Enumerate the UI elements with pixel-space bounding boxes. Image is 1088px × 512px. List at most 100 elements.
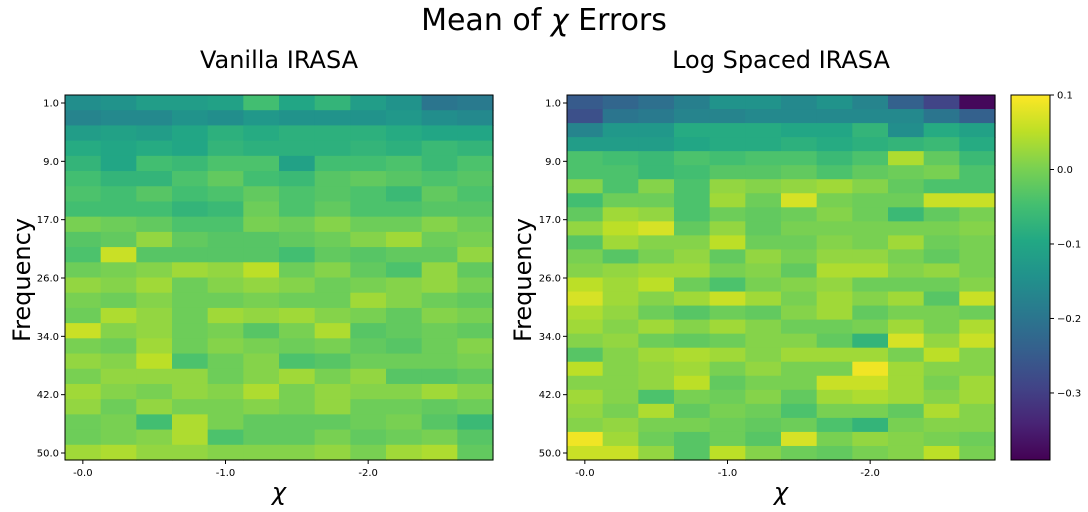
heatmap-cell-right [745,417,782,433]
heatmap-cell-right [602,151,639,166]
left-y-ticks: 1.0 9.0 17.0 26.0 34.0 42.0 50.0 [37,99,65,460]
heatmap-cell-right [638,221,675,236]
heatmap-cell-left [243,171,280,187]
heatmap-cell-left [207,247,244,263]
heatmap-cell-right [638,249,675,265]
heatmap-cell-left [100,429,137,446]
heatmap-cell-left [279,110,316,127]
heatmap-cell-right [959,375,996,391]
heatmap-cell-right [709,305,746,321]
heatmap-cell-right [781,123,818,138]
heatmap-cell-left [386,125,423,142]
heatmap-cell-right [745,249,782,265]
heatmap-cell-right [638,109,675,124]
heatmap-cell-right [709,263,746,279]
heatmap-cell-left [279,216,316,233]
heatmap-cell-left [243,414,280,431]
heatmap-cell-right [816,263,853,279]
heatmap-cell-left [243,216,280,233]
heatmap-cell-right [602,431,639,447]
heatmap-cell-left [136,110,173,127]
heatmap-cell-right [923,389,960,405]
heatmap-cell-right [709,109,746,124]
heatmap-cell-right [888,431,925,447]
heatmap-cell-right [638,137,675,152]
heatmap-cell-right [888,137,925,152]
heatmap-cell-right [602,361,639,377]
heatmap-cell-right [638,151,675,166]
heatmap-cell-left [279,444,316,461]
heatmap-cell-left [65,95,102,111]
heatmap-cell-right [638,207,675,222]
heatmap-cell-left [100,353,137,370]
heatmap-cell-right [602,305,639,321]
heatmap-cell-right [602,109,639,124]
heatmap-cell-left [136,201,173,218]
heatmap-cell-left [207,110,244,127]
heatmap-cell-left [350,231,387,248]
x-tick-label: -0.0 [73,468,93,479]
heatmap-cell-right [745,445,782,461]
heatmap-cell-right [709,417,746,433]
heatmap-cell-right [602,277,639,293]
heatmap-cell-left [314,186,351,203]
heatmap-cell-left [172,414,209,431]
heatmap-cell-left [350,201,387,218]
heatmap-cell-left [350,155,387,172]
heatmap-cell-left [136,323,173,339]
y-tick-label: 50.0 [539,449,561,460]
heatmap-cell-left [136,171,173,187]
heatmap-cell-right [959,137,996,152]
heatmap-cell-left [65,171,102,187]
heatmap-cell-left [314,262,351,279]
heatmap-cell-right [781,151,818,166]
heatmap-cell-left [457,338,494,355]
heatmap-cell-right [816,431,853,447]
heatmap-cell-right [852,165,889,180]
heatmap-cell-left [350,368,387,385]
heatmap-cell-left [421,307,458,324]
figure-title: Mean of χ Errors [0,3,1088,38]
heatmap-cell-left [350,140,387,157]
heatmap-cell-right [674,347,711,363]
x-tick-label: -2.0 [860,468,880,479]
heatmap-cell-left [279,155,316,172]
left-x-ticks: -0.0 -1.0 -2.0 [73,460,378,479]
heatmap-cell-right [781,277,818,293]
heatmap-cell-right [816,207,853,222]
heatmap-cell-left [243,262,280,279]
heatmap-cell-left [207,216,244,233]
heatmap-cell-right [709,95,746,110]
heatmap-cell-left [207,323,244,339]
figure-title-suffix: Errors [568,3,667,38]
heatmap-cell-left [350,414,387,431]
heatmap-cell-left [314,368,351,385]
heatmap-cell-left [386,171,423,187]
heatmap-cell-right [745,179,782,194]
heatmap-cell-left [65,444,102,461]
x-tick-label: -1.0 [718,468,738,479]
heatmap-cell-right [638,417,675,433]
heatmap-cell-right [852,305,889,321]
heatmap-cell-right [567,249,604,265]
heatmap-cell-right [959,431,996,447]
heatmap-cell-right [888,151,925,166]
heatmap-cell-right [959,277,996,293]
heatmap-cell-right [638,431,675,447]
heatmap-cell-left [65,353,102,370]
heatmap-cell-right [781,319,818,335]
right-heatmap-cells [567,95,996,461]
heatmap-cell-right [852,95,889,110]
heatmap-cell-left [350,338,387,355]
heatmap-cell-left [207,125,244,142]
heatmap-cell-left [172,216,209,233]
heatmap-cell-left [207,262,244,279]
heatmap-cell-right [781,375,818,391]
heatmap-cell-left [457,247,494,263]
heatmap-cell-left [386,262,423,279]
heatmap-cell-right [816,445,853,461]
heatmap-cell-left [172,125,209,142]
heatmap-cell-right [602,179,639,194]
heatmap-cell-left [457,110,494,127]
x-tick-label: -0.0 [575,468,595,479]
